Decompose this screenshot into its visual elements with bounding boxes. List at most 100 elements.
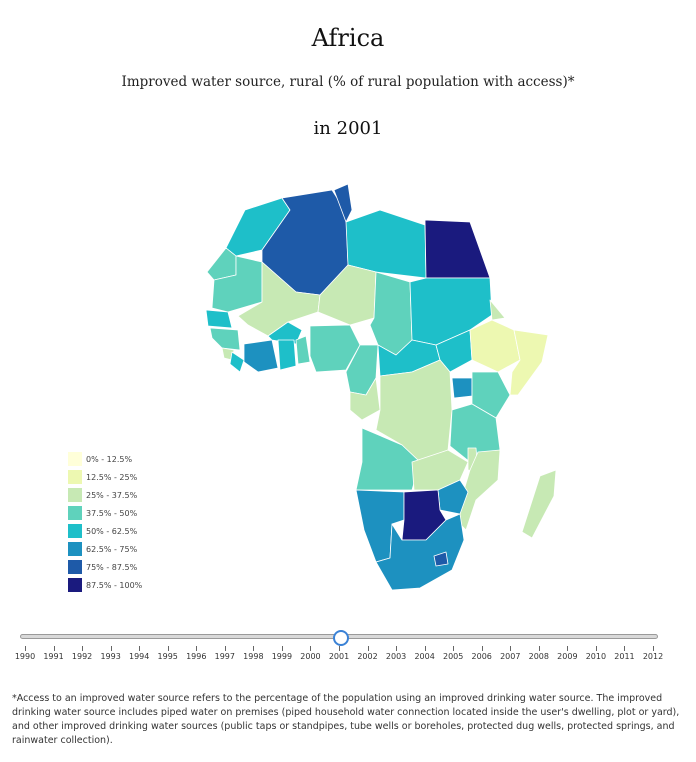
region-benin[interactable] — [295, 335, 311, 365]
footnote: *Access to an improved water source refe… — [12, 693, 680, 746]
map-legend: 0% - 12.5% 12.5% - 25% 25% - 37.5% 37.5% - … — [68, 450, 142, 594]
year-tick — [367, 646, 369, 651]
legend-label: 75% - 87.5% — [86, 562, 138, 572]
legend-item: 62.5% - 75% — [68, 540, 142, 558]
year-tick-label[interactable]: 1990 — [14, 652, 36, 661]
year-tick — [538, 646, 540, 651]
year-tick — [567, 646, 569, 651]
legend-item: 12.5% - 25% — [68, 468, 142, 486]
legend-swatch — [68, 524, 82, 538]
year-tick-label[interactable]: 2006 — [471, 652, 492, 661]
year-tick — [453, 646, 455, 651]
region-angola[interactable] — [355, 427, 421, 491]
legend-label: 37.5% - 50% — [86, 508, 138, 518]
year-tick-label[interactable]: 2003 — [385, 652, 407, 661]
legend-swatch — [68, 542, 82, 556]
region-western-sahara[interactable] — [206, 247, 237, 281]
region-tunisia[interactable] — [333, 183, 353, 223]
legend-item: 25% - 37.5% — [68, 486, 142, 504]
year-tick — [110, 646, 112, 651]
legend-label: 0% - 12.5% — [86, 454, 133, 464]
region-chad[interactable] — [369, 271, 413, 356]
year-tick — [653, 646, 654, 651]
legend-swatch — [68, 470, 82, 484]
year-tick — [481, 646, 483, 651]
year-tick-label[interactable]: 1993 — [100, 652, 121, 661]
region-uganda[interactable] — [451, 377, 473, 399]
region-burkina-faso[interactable] — [267, 321, 303, 345]
year-tick-label[interactable]: 2005 — [442, 652, 464, 661]
year-tick — [25, 646, 26, 651]
slider-handle[interactable] — [333, 630, 349, 646]
map-subtitle: Improved water source, rural (% of rural… — [121, 74, 575, 90]
year-tick-label[interactable]: 1994 — [128, 652, 150, 661]
year-tick — [424, 646, 426, 651]
year-tick — [624, 646, 626, 651]
region-egypt[interactable] — [424, 219, 491, 279]
year-tick — [396, 646, 398, 651]
year-tick-label[interactable]: 2001 — [328, 652, 350, 661]
year-tick-label[interactable]: 1999 — [271, 652, 293, 661]
region-mozambique[interactable] — [455, 449, 501, 531]
region-somalia[interactable] — [509, 329, 549, 396]
region-ghana[interactable] — [277, 339, 297, 371]
africa-choropleth-map — [205, 183, 557, 591]
year-tick-label[interactable]: 2009 — [557, 652, 578, 661]
region-south-sudan[interactable] — [435, 329, 473, 373]
year-tick-label[interactable]: 2004 — [414, 652, 435, 661]
year-tick-label[interactable]: 1997 — [214, 652, 235, 661]
year-tick — [53, 646, 55, 651]
legend-label: 87.5% - 100% — [86, 580, 143, 590]
year-tick — [253, 646, 255, 651]
legend-label: 62.5% - 75% — [86, 544, 138, 554]
region-cote-divoire[interactable] — [243, 339, 279, 373]
legend-item: 50% - 62.5% — [68, 522, 142, 540]
legend-label: 12.5% - 25% — [86, 472, 138, 482]
legend-item: 87.5% - 100% — [68, 576, 142, 594]
year-tick-label[interactable]: 2012 — [642, 652, 664, 661]
legend-item: 0% - 12.5% — [68, 450, 142, 468]
region-eritrea[interactable] — [489, 299, 506, 321]
legend-swatch — [68, 506, 82, 520]
legend-swatch — [68, 578, 82, 592]
year-label: in 2001 — [313, 118, 383, 139]
year-tick-label[interactable]: 1995 — [157, 652, 178, 661]
legend-label: 25% - 37.5% — [86, 490, 138, 500]
legend-label: 50% - 62.5% — [86, 526, 138, 536]
year-tick-label[interactable]: 1991 — [43, 652, 64, 661]
legend-swatch — [68, 452, 82, 466]
region-lesotho[interactable] — [433, 551, 449, 567]
year-tick — [510, 646, 512, 651]
year-tick — [281, 646, 283, 651]
year-tick — [139, 646, 141, 651]
region-liberia[interactable] — [229, 351, 245, 373]
region-guinea[interactable] — [209, 327, 241, 351]
region-ethiopia[interactable] — [469, 319, 521, 373]
year-tick-label[interactable]: 2011 — [614, 652, 635, 661]
legend-item: 37.5% - 50% — [68, 504, 142, 522]
region-south-africa[interactable] — [375, 513, 465, 591]
region-madagascar[interactable] — [521, 469, 557, 539]
year-tick — [595, 646, 597, 651]
legend-swatch — [68, 488, 82, 502]
year-slider[interactable] — [20, 630, 658, 646]
year-tick — [82, 646, 84, 651]
year-tick — [196, 646, 198, 651]
year-axis: 1990 1991 1992 1993 1994 1995 1996 1997 1998 1999… — [0, 646, 696, 666]
region-senegal[interactable] — [205, 309, 233, 329]
legend-item: 75% - 87.5% — [68, 558, 142, 576]
year-tick-label[interactable]: 2010 — [585, 652, 607, 661]
year-tick — [224, 646, 226, 651]
map-title: Africa — [311, 24, 385, 52]
year-tick-label[interactable]: 1998 — [243, 652, 264, 661]
year-tick — [310, 646, 312, 651]
year-tick-label[interactable]: 2002 — [357, 652, 378, 661]
year-tick — [167, 646, 169, 651]
year-tick-label[interactable]: 2008 — [528, 652, 549, 661]
year-tick-label[interactable]: 1992 — [71, 652, 93, 661]
year-tick-label[interactable]: 2007 — [500, 652, 521, 661]
region-nigeria[interactable] — [309, 324, 361, 373]
year-tick-label[interactable]: 1996 — [186, 652, 207, 661]
year-tick — [339, 646, 340, 651]
year-tick-label[interactable]: 2000 — [300, 652, 321, 661]
